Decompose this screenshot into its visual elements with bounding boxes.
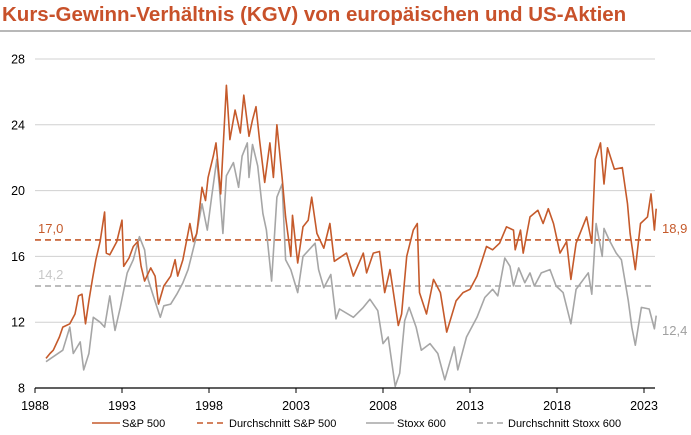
x-tick-label: 2003 (282, 399, 310, 413)
series-line-stoxx600 (45, 142, 657, 388)
series-line-sp500 (45, 84, 657, 359)
series-lines (45, 84, 657, 388)
stoxx-last-label: 12,4 (662, 323, 687, 338)
x-tick-label: 2018 (543, 399, 571, 413)
y-tick-label: 24 (11, 118, 25, 132)
gridlines (35, 58, 655, 323)
y-tick-label: 20 (11, 184, 25, 198)
y-tick-label: 28 (11, 53, 25, 67)
average-lines (35, 239, 655, 287)
y-tick-label: 12 (11, 316, 25, 330)
x-tick-label: 2023 (630, 399, 658, 413)
x-tick-label: 1993 (108, 399, 136, 413)
x-tick-label: 2008 (369, 399, 397, 413)
legend-label-stoxx-avg: Durchschnitt Stoxx 600 (508, 418, 621, 430)
chart-title: Kurs-Gewinn-Verhältnis (KGV) von europäi… (2, 3, 626, 26)
y-tick-label: 16 (11, 250, 25, 264)
y-axis-ticks: 8 12 16 20 24 28 (11, 53, 25, 396)
x-axis-ticks: 1988 1993 1998 2003 2008 2013 2018 2023 (21, 388, 658, 413)
x-tick-label: 1998 (195, 399, 223, 413)
sp-avg-label: 17,0 (38, 221, 63, 236)
x-tick-label: 2013 (456, 399, 484, 413)
legend-label-sp500-avg: Durchschnitt S&P 500 (229, 418, 336, 430)
x-tick-label: 1988 (21, 399, 49, 413)
legend: S&P 500 Durchschnitt S&P 500 Stoxx 600 D… (92, 418, 621, 430)
stoxx-avg-label: 14,2 (38, 267, 63, 282)
y-tick-label: 8 (18, 382, 25, 396)
legend-label-stoxx: Stoxx 600 (397, 418, 446, 430)
sp-last-label: 18,9 (662, 221, 687, 236)
legend-label-sp500: S&P 500 (122, 418, 165, 430)
